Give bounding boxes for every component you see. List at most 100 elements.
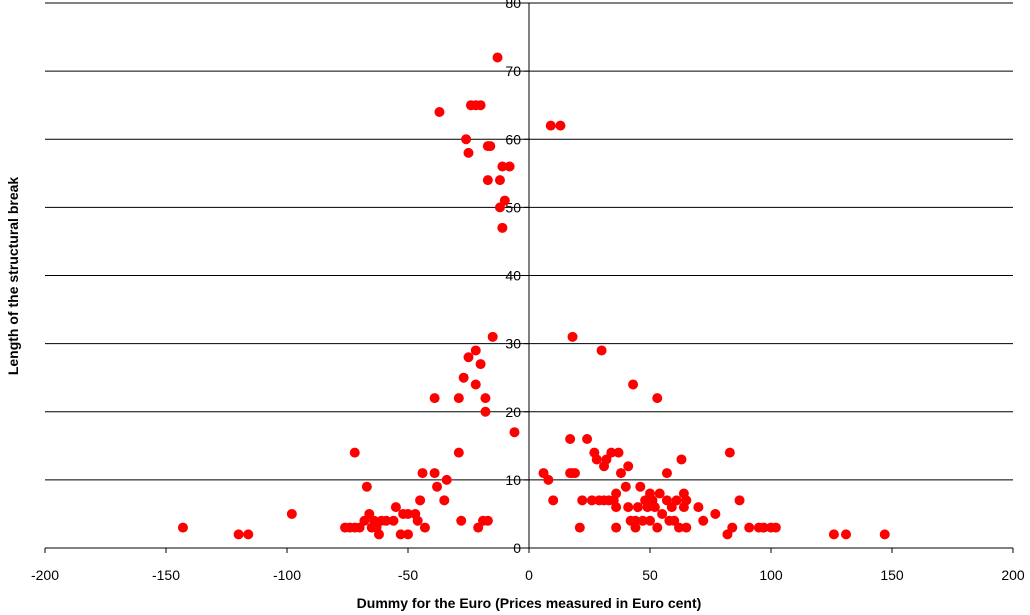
data-point <box>509 427 520 438</box>
data-point <box>480 406 491 417</box>
data-point <box>674 522 685 533</box>
data-point <box>545 120 556 131</box>
data-point <box>417 468 428 479</box>
data-point <box>403 508 413 519</box>
data-point <box>475 359 486 370</box>
data-point <box>475 100 486 111</box>
y-tick-label: 50 <box>505 199 521 215</box>
y-axis-label: Length of the structural break <box>5 177 21 376</box>
data-point <box>497 161 508 172</box>
data-point <box>661 468 672 479</box>
data-point <box>620 481 631 492</box>
data-point <box>432 481 443 492</box>
data-point <box>463 352 474 363</box>
data-point <box>441 474 452 485</box>
data-point <box>485 141 496 152</box>
data-point <box>671 495 682 506</box>
data-point <box>623 461 634 472</box>
data-point <box>710 508 721 519</box>
data-point <box>565 434 576 444</box>
data-point <box>439 495 450 506</box>
data-point <box>453 447 464 458</box>
data-point <box>429 393 440 404</box>
data-point <box>463 147 474 158</box>
data-point <box>657 508 668 519</box>
data-point <box>548 495 559 506</box>
x-tick-label: 100 <box>759 567 783 583</box>
data-point <box>381 515 392 526</box>
y-tick-label: 10 <box>505 472 521 488</box>
data-point <box>758 522 769 533</box>
data-point <box>470 345 481 356</box>
data-point <box>497 222 508 233</box>
data-point <box>395 529 406 540</box>
data-point <box>461 134 472 145</box>
y-tick-label: 30 <box>505 336 521 352</box>
data-point <box>577 495 588 506</box>
data-point <box>470 379 481 390</box>
data-point <box>494 175 505 186</box>
data-point <box>623 502 634 513</box>
data-point <box>637 515 648 526</box>
x-tick-label: -100 <box>273 567 301 583</box>
x-tick-label: -50 <box>398 567 418 583</box>
y-tick-label: 80 <box>505 0 521 11</box>
data-point <box>693 502 704 513</box>
data-point <box>415 495 426 506</box>
x-tick-label: 150 <box>880 567 904 583</box>
data-point <box>676 454 687 465</box>
data-point <box>499 195 510 206</box>
data-point <box>591 454 602 465</box>
data-point <box>649 502 660 513</box>
x-tick-label: -150 <box>152 567 180 583</box>
data-point <box>652 393 663 404</box>
data-point <box>482 175 493 186</box>
data-point <box>606 447 617 458</box>
data-point <box>429 468 440 479</box>
y-tick-labels: 0 10 20 30 40 50 60 70 80 <box>505 0 521 556</box>
data-point <box>390 502 401 513</box>
data-point <box>615 468 626 479</box>
x-tick-label: -200 <box>31 567 59 583</box>
y-tick-label: 0 <box>513 540 521 556</box>
data-point <box>543 474 554 485</box>
data-point <box>456 515 467 526</box>
data-point <box>841 529 852 540</box>
data-point <box>243 529 254 540</box>
data-point <box>828 529 839 540</box>
data-point <box>286 508 297 519</box>
data-point <box>574 522 585 533</box>
x-tick-label: 0 <box>525 567 533 583</box>
data-point <box>652 522 663 533</box>
x-axis-label: Dummy for the Euro (Prices measured in E… <box>357 595 702 611</box>
data-point <box>458 372 469 383</box>
data-point <box>744 522 755 533</box>
axes <box>44 2 1014 553</box>
data-point <box>453 393 464 404</box>
data-point <box>681 522 692 533</box>
x-tick-labels: -200 -150 -100 -50 0 50 100 150 200 <box>31 567 1025 583</box>
data-point <box>611 502 622 513</box>
data-point <box>727 522 738 533</box>
data-point <box>177 522 188 533</box>
data-point <box>492 52 503 63</box>
data-point <box>361 481 372 492</box>
data-point <box>645 515 655 526</box>
y-tick-label: 20 <box>505 404 521 420</box>
data-point <box>582 434 593 444</box>
data-point <box>403 529 413 540</box>
data-point <box>611 488 622 499</box>
data-point <box>373 529 384 540</box>
data-point <box>698 515 709 526</box>
data-point <box>233 529 244 540</box>
data-point <box>412 515 423 526</box>
data-point <box>681 495 692 506</box>
data-point <box>482 515 493 526</box>
data-points <box>177 52 890 540</box>
data-point <box>734 495 745 506</box>
x-tick-label: 50 <box>642 567 658 583</box>
data-point <box>434 107 445 117</box>
data-point <box>419 522 430 533</box>
data-point <box>480 393 491 404</box>
